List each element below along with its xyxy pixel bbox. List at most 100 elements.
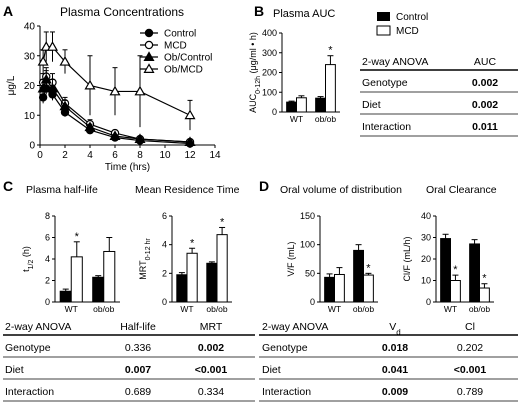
panel-a-title: Plasma Concentrations [60,5,184,19]
legend-marker [143,51,155,61]
table-header: Vd [389,321,400,337]
y-tick-label: 100 [262,87,277,97]
data-point [109,85,121,96]
y-tick-label: 20 [421,254,431,264]
y-tick-label: 40 [24,22,36,33]
y-tick-label: 0 [426,297,431,307]
legend-marker [144,40,154,50]
table-header: 2-way ANOVA [262,321,328,333]
table-d: 2-way ANOVA Vd Cl Genotype 0.018 0.202 Diet 0.0… [259,321,518,402]
group-label: WT [65,304,78,314]
data-point [84,79,96,90]
table-cell: 0.007 [125,364,151,376]
y-axis-label: AUC0-12h (μg/ml • h) [248,32,262,113]
x-tick-label: 8 [137,150,143,161]
y-tick-label: 300 [262,48,277,58]
y-axis-label: Cl/F (mL/h) [402,236,412,281]
table-b: 2-way ANOVA AUC Genotype 0.002 Diet 0.002 Inte… [360,56,518,137]
table-header: Half-life [120,321,156,333]
data-point [46,82,59,93]
group-label: WT [328,304,341,314]
panel-d2-chart: 0 10 20 30 40 Cl/F (mL/h) * WT * ob/ob [402,211,494,314]
data-point [37,55,49,66]
table-cell: 0.202 [457,342,483,354]
panel-a-letter: A [3,3,13,19]
x-tick-label: 10 [159,150,171,161]
bar [479,287,490,303]
group-label: ob/ob [206,304,228,314]
table-cell: <0.001 [195,364,228,376]
table-row-label: Diet [262,364,281,376]
data-point [40,73,52,84]
table-cell: 0.002 [472,99,498,111]
bar [334,273,345,303]
bar [296,97,307,113]
y-tick-label: 0 [162,297,167,307]
data-point [37,82,49,93]
legend-marker [143,63,155,73]
bar [70,256,83,303]
panel-d-letter: D [259,178,269,194]
significance-star: * [482,273,487,285]
table-header: Cl [465,321,475,333]
table-row-label: Diet [5,364,24,376]
bar [59,290,72,303]
data-point [109,130,121,141]
panel-b-title: Plasma AUC [273,8,335,20]
data-point [184,109,196,120]
bar [103,250,116,303]
table-header: 2-way ANOVA [362,56,428,68]
y-tick-label: 4 [45,254,50,264]
legend-marker [144,28,154,38]
panel-c-title-mrt: Mean Residence Time [135,184,240,196]
table-cell: 0.018 [382,342,408,354]
significance-star: * [190,237,195,249]
group-label: WT [290,114,303,124]
table-row-label: Interaction [5,386,54,398]
y-tick-label: 30 [24,51,36,62]
significance-star: * [328,45,333,57]
table-row-label: Genotype [362,77,408,89]
y-tick-label: 400 [262,28,277,38]
y-tick-label: 50 [305,268,315,278]
bar [206,262,218,303]
group-label: ob/ob [315,114,337,124]
y-tick-label: 0 [310,297,315,307]
legend-mcd-label: MCD [396,26,419,37]
panel-b-letter: B [254,3,264,19]
data-point [59,55,71,66]
y-tick-label: 0 [272,107,277,117]
legend-mcd-swatch [376,25,391,36]
table-header: 2-way ANOVA [5,321,71,333]
table-row-label: Genotype [262,342,308,354]
table-row-label: Interaction [262,386,311,398]
y-tick-label: 0 [29,141,35,152]
panel-d-title-cl: Oral Clearance [426,184,497,196]
table-c: 2-way ANOVA Half-life MRT Genotype 0.336 0.00… [3,321,255,402]
panel-a-chart: 0 10 20 30 40 0 2 4 6 8 10 12 14 Time (hrs) μg/L Contro… [6,22,221,174]
data-point [46,41,59,51]
bar [324,276,336,303]
group-label: ob/ob [93,304,115,314]
data-point [134,85,146,96]
table-cell: 0.002 [198,342,224,354]
table-header: AUC [474,56,497,68]
panel-c1-chart: 0 2 4 6 8 t1/2 (h) * WT ob/ob [21,211,120,314]
y-tick-label: 200 [262,68,277,78]
legend-label: Ob/Control [164,53,212,64]
series-ob-control [37,70,196,146]
bar [186,252,198,303]
bar [325,64,336,113]
data-point [184,136,196,146]
y-tick-label: 8 [45,211,50,221]
y-tick-label: 150 [300,211,315,221]
x-tick-label: 6 [112,150,118,161]
x-tick-label: 4 [87,150,93,161]
data-point [84,121,96,132]
y-tick-label: 10 [24,111,36,122]
y-tick-label: 100 [300,240,315,250]
group-label: ob/ob [353,304,375,314]
table-row-label: Diet [362,99,381,111]
